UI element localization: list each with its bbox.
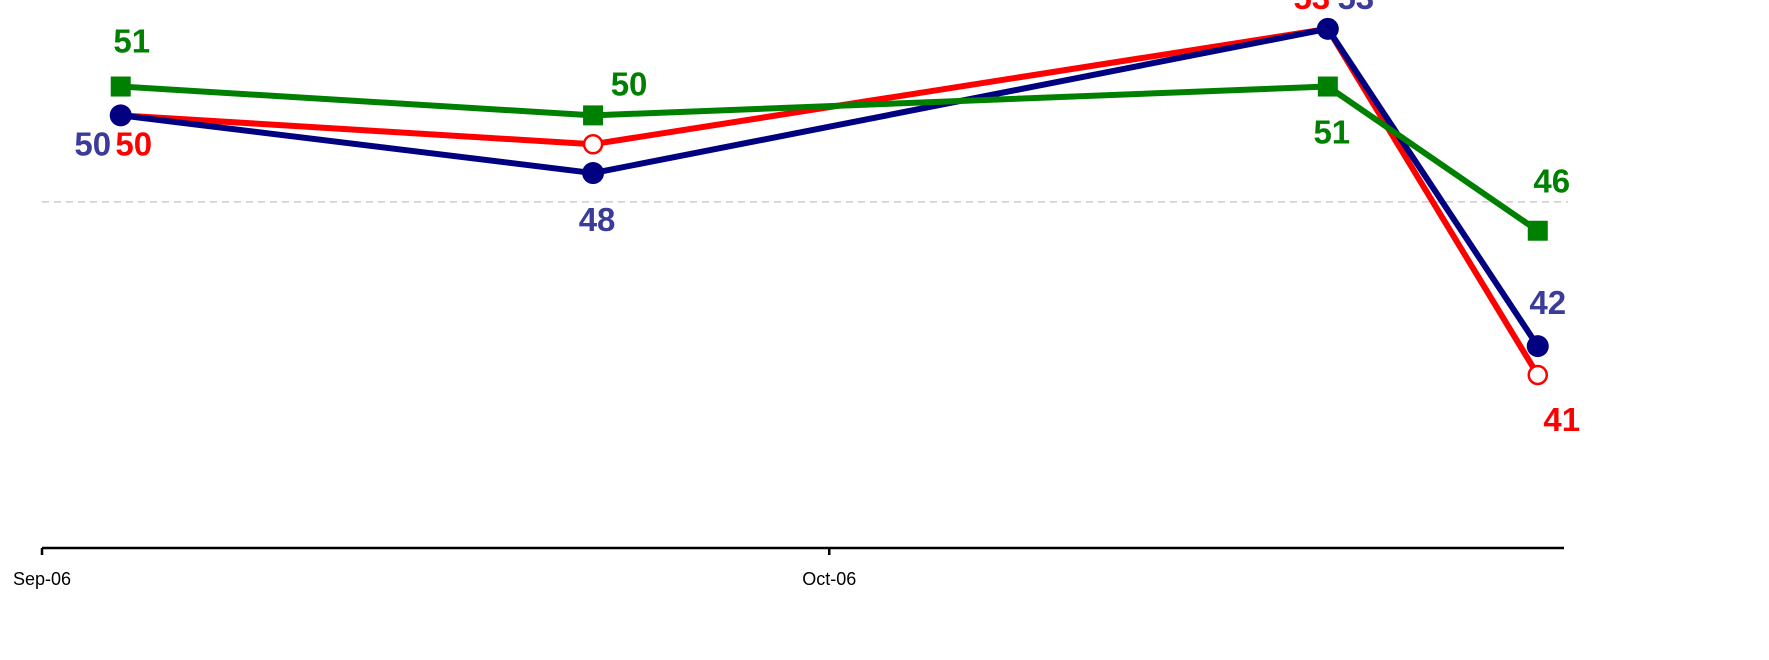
data-label-layer: 50 53 41 50 48 53 42 51 50 51 46 [74, 0, 1580, 438]
data-point [110, 76, 131, 97]
data-point [1527, 364, 1549, 386]
series-line [120, 25, 1541, 348]
data-point [1316, 17, 1339, 40]
data-point [583, 105, 604, 126]
x-tick-label: Oct-06 [802, 569, 856, 589]
x-tick-label: Sep-06 [13, 569, 71, 589]
data-label: 50 [74, 125, 111, 162]
data-label: 51 [113, 23, 150, 60]
data-point [582, 162, 605, 185]
data-label: 42 [1529, 284, 1566, 321]
data-point [1526, 335, 1549, 358]
data-label: 46 [1533, 163, 1570, 200]
data-point [109, 104, 132, 127]
data-label: 41 [1543, 401, 1580, 438]
series-line [120, 25, 1541, 377]
data-label: 50 [611, 65, 648, 102]
data-point [1317, 76, 1338, 97]
x-tick-layer: Sep-06 Oct-06 [13, 548, 856, 589]
data-point [1527, 220, 1548, 241]
data-label: 48 [579, 201, 616, 238]
data-point [582, 133, 604, 155]
data-label: 53 [1337, 0, 1374, 16]
series-layer [109, 17, 1549, 386]
data-label: 50 [115, 125, 152, 162]
data-label: 53 [1293, 0, 1330, 16]
data-label: 51 [1313, 114, 1350, 151]
series-line [120, 83, 1540, 234]
